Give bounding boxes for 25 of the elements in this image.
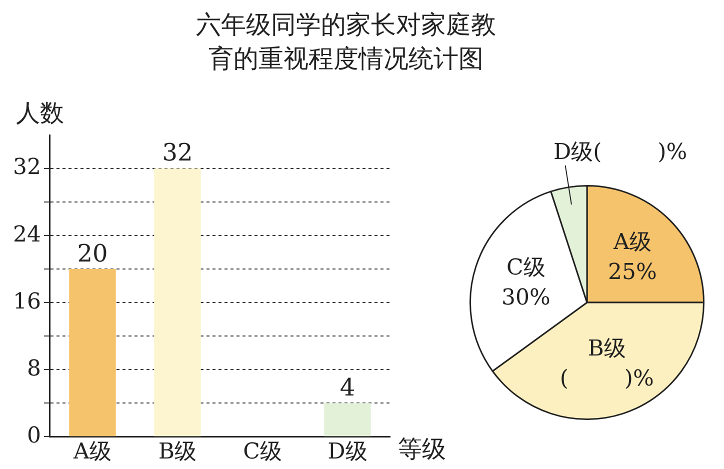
chart-title: 六年级同学的家长对家庭教育的重视程度情况统计图 <box>195 9 497 75</box>
bar <box>154 168 201 436</box>
bar <box>324 403 371 436</box>
y-tick-label: 32 <box>12 155 41 180</box>
slice-label: A级 <box>612 230 652 255</box>
y-tick-label: 0 <box>26 423 41 448</box>
data-label: 25% <box>608 260 657 285</box>
data-label: 20 <box>77 239 108 268</box>
y-tick-label: 24 <box>12 222 41 248</box>
data-label: ( )% <box>560 366 654 392</box>
data-label: 32 <box>162 138 193 167</box>
slice-label: C级 <box>506 255 546 280</box>
x-axis-title: 等级 <box>398 435 446 464</box>
y-tick-label: 8 <box>26 356 41 382</box>
x-tick-label: A级 <box>72 440 112 465</box>
slice-label: D级( )% <box>553 140 688 166</box>
data-label: 4 <box>340 373 356 402</box>
x-tick-label: B级 <box>158 440 197 465</box>
x-tick-label: D级 <box>328 440 368 465</box>
x-tick-label: C级 <box>243 440 282 465</box>
bar <box>69 269 116 436</box>
slice-label: B级 <box>588 336 626 362</box>
y-axis-title: 人数 <box>16 99 64 128</box>
y-tick-label: 16 <box>12 289 41 314</box>
data-label: 30% <box>501 285 550 310</box>
